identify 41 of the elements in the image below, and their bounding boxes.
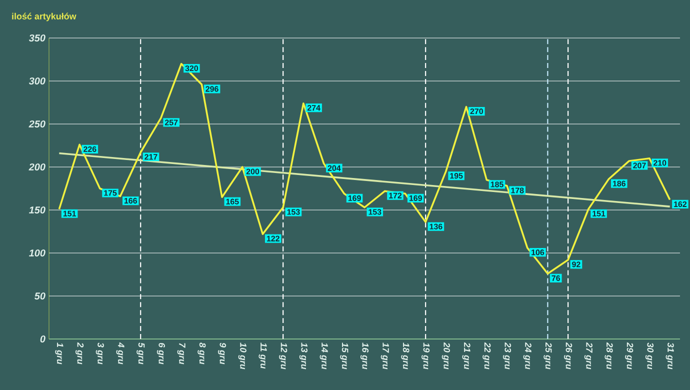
x-tick-label: 18 gru [401,342,410,370]
x-tick-label: 1 gru [55,342,64,364]
x-tick-label: 24 gru [523,342,532,370]
x-tick-label: 9 gru [218,342,226,364]
x-tick-label: 25 gru [544,342,552,370]
x-tick-label: 3 gru [96,342,104,364]
x-tick-label: 12 gru [279,342,288,370]
x-tick-label: 8 gru [198,342,206,364]
y-tick-label: 50 [34,292,46,300]
y-axis-title: ilość artykułów [12,12,76,22]
x-tick-label: 17 gru [380,342,389,370]
x-tick-label: 7 gru [177,343,186,364]
x-tick-label: 20 gru [442,342,450,370]
x-tick-label: 15 gru [340,342,348,370]
x-tick-label: 6 gru [156,342,166,364]
line-series [58,62,671,275]
x-tick-label: 26 gru [564,342,572,370]
y-tick-label: 0 [40,335,46,343]
x-tick-label: 27 gru [584,342,592,370]
y-tick-label: 250 [28,120,46,128]
x-tick-label: 5 gru [136,342,145,364]
x-tick-label: 31 gru [666,342,674,370]
x-tick-label: 11 gru [258,342,267,369]
x-tick-label: 22 gru [482,342,491,370]
y-tick-label: 150 [29,206,46,214]
x-tick-label: 16 gru [360,342,369,370]
x-tick-label: 29 gru [625,342,634,370]
y-tick-label: 300 [28,77,46,85]
x-tick-label: 10 gru [238,342,246,370]
y-tick-label: 100 [29,249,46,257]
x-tick-label: 21 gru [462,342,470,370]
y-tick-label: 200 [28,163,46,171]
x-tick-label: 28 gru [604,342,613,370]
x-tick-label: 19 gru [422,342,430,370]
y-tick-label: 350 [28,34,46,42]
x-tick-label: 13 gru [299,342,308,370]
x-tick-label: 14 gru [320,342,328,370]
x-tick-label: 30 gru [645,342,654,370]
x-tick-label: 2 gru [75,342,84,364]
x-tick-label: 23 gru [502,342,512,370]
x-tick-label: 4 gru [116,342,124,364]
